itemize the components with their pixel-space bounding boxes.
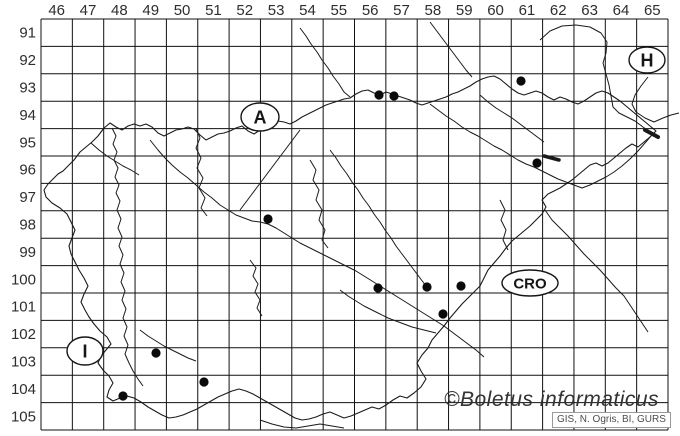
river-path: [429, 21, 473, 78]
river-path: [139, 329, 197, 362]
river-confluence-mark: [542, 154, 561, 162]
river-path: [479, 94, 545, 143]
x-axis-label: 49: [142, 2, 159, 19]
river-path: [249, 259, 263, 317]
y-axis-label: 93: [19, 80, 36, 97]
occurrence-dot[interactable]: [118, 391, 128, 401]
river-path: [111, 127, 144, 387]
x-axis-label: 47: [80, 2, 97, 19]
y-axis-label: 94: [19, 107, 36, 124]
x-axis-label: 55: [330, 2, 347, 19]
country-label-ellipse: [66, 336, 104, 366]
x-axis-label: 56: [362, 2, 379, 19]
x-axis-label: 48: [111, 2, 128, 19]
river-path: [499, 199, 509, 251]
x-axis-label: 63: [581, 2, 598, 19]
river-path: [443, 325, 485, 358]
country-label-text: CRO: [513, 275, 547, 292]
country-label-italy: I: [66, 336, 104, 366]
river-path: [149, 139, 445, 327]
river-path: [429, 103, 652, 189]
x-axis-label: 51: [205, 2, 222, 19]
river-confluence-mark: [643, 128, 660, 139]
country-label-croatia: CRO: [501, 269, 559, 297]
occurrence-dot[interactable]: [456, 281, 466, 291]
attribution-text: GIS, N. Ogris, BI, GURS: [552, 412, 671, 428]
country-label-text: A: [254, 107, 267, 127]
river-path: [539, 24, 656, 136]
occurrence-dot[interactable]: [199, 377, 209, 387]
country-label-ellipse: [240, 102, 280, 132]
credit-text: ©Boletus informaticus: [444, 388, 660, 411]
river-path: [339, 289, 437, 334]
x-axis-label: 65: [644, 2, 661, 19]
river-path: [299, 27, 351, 98]
y-axis-label: 92: [19, 52, 36, 69]
river-path: [259, 419, 345, 429]
y-axis-label: 102: [11, 326, 36, 343]
x-axis-label: 57: [393, 2, 410, 19]
country-label-ellipse: [628, 46, 666, 74]
river-path: [309, 159, 329, 249]
occurrence-dot[interactable]: [374, 90, 384, 100]
x-axis-label: 60: [487, 2, 504, 19]
occurrence-dot[interactable]: [389, 91, 399, 101]
river-path: [239, 129, 301, 211]
river-path: [544, 209, 649, 333]
country-label-hungary: H: [628, 46, 666, 74]
occurrence-dot[interactable]: [438, 309, 448, 319]
occurrence-dot[interactable]: [151, 348, 161, 358]
x-axis-label: 54: [299, 2, 316, 19]
country-label-text: I: [82, 341, 87, 361]
country-border-path: [43, 75, 657, 421]
y-axis-label: 105: [11, 408, 36, 425]
x-axis-label: 59: [456, 2, 473, 19]
river-path: [90, 142, 140, 176]
occurrence-dot[interactable]: [373, 283, 383, 293]
x-axis-label: 64: [613, 2, 630, 19]
country-label-ellipse: [501, 269, 559, 297]
y-axis-label: 98: [19, 217, 36, 234]
x-axis-label: 50: [174, 2, 191, 19]
y-axis-label: 97: [19, 189, 36, 206]
y-axis-label: 101: [11, 299, 36, 316]
occurrence-dot[interactable]: [516, 76, 526, 86]
river-path: [329, 149, 427, 287]
river-path: [631, 76, 680, 123]
x-axis-label: 62: [550, 2, 567, 19]
occurrence-dot[interactable]: [263, 214, 273, 224]
occurrence-dot[interactable]: [422, 282, 432, 292]
country-label-text: H: [641, 50, 654, 70]
river-path: [195, 127, 208, 217]
x-axis-label: 61: [519, 2, 536, 19]
country-label-austria: A: [240, 102, 280, 132]
x-axis-label: 53: [268, 2, 285, 19]
y-axis-label: 104: [11, 381, 36, 398]
x-axis-label: 52: [236, 2, 253, 19]
x-axis-label: 46: [48, 2, 65, 19]
y-axis-label: 96: [19, 162, 36, 179]
y-axis-label: 99: [19, 244, 36, 261]
y-axis-label: 95: [19, 134, 36, 151]
y-axis-label: 103: [11, 354, 36, 371]
occurrence-dot[interactable]: [532, 158, 542, 168]
y-axis-label: 91: [19, 25, 36, 42]
x-axis-label: 58: [425, 2, 442, 19]
y-axis-label: 100: [11, 271, 36, 288]
